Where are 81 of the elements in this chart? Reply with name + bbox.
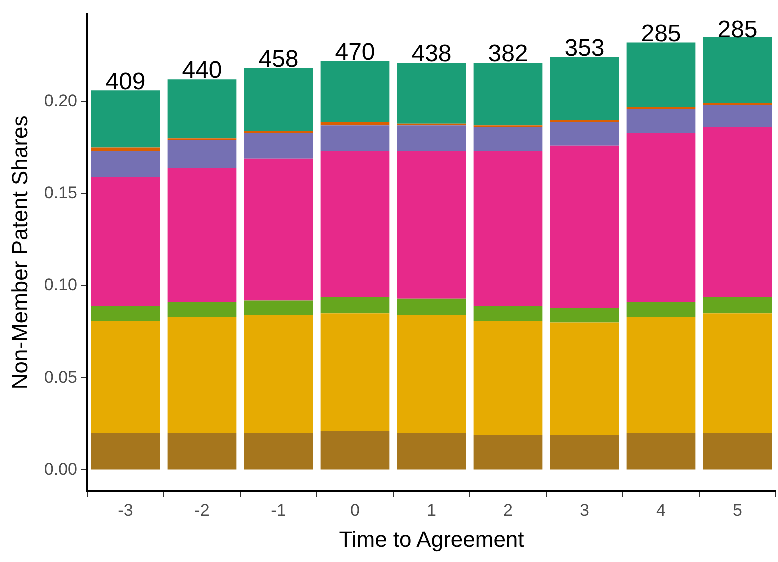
bar bbox=[703, 314, 772, 434]
bar bbox=[168, 80, 237, 139]
bar bbox=[320, 432, 390, 470]
bar bbox=[703, 128, 772, 298]
annotation: 353 bbox=[564, 35, 605, 62]
y-tick-label: 0.10 bbox=[44, 276, 78, 295]
bar bbox=[626, 302, 696, 318]
bar bbox=[703, 297, 772, 314]
bar bbox=[703, 105, 772, 128]
bar bbox=[168, 302, 237, 318]
bar bbox=[474, 435, 543, 470]
x-tick-label: 0 bbox=[350, 501, 360, 520]
bar bbox=[474, 320, 543, 436]
bar bbox=[397, 315, 466, 434]
annotation: 285 bbox=[641, 20, 682, 48]
y-tick-label: 0.00 bbox=[44, 460, 78, 479]
annotation: 409 bbox=[106, 68, 146, 96]
bar bbox=[550, 146, 620, 308]
x-axis-title: Time to Agreement bbox=[339, 526, 524, 552]
bar bbox=[550, 57, 620, 120]
bar bbox=[320, 314, 390, 432]
bar bbox=[91, 90, 160, 148]
bar bbox=[550, 122, 620, 146]
bar bbox=[320, 61, 390, 122]
y-tick-label: 0.20 bbox=[44, 91, 78, 110]
y-axis-title: Non-Member Patent Shares bbox=[7, 116, 32, 390]
bar bbox=[91, 151, 160, 178]
bar bbox=[397, 298, 466, 316]
bar bbox=[474, 128, 543, 152]
bar bbox=[244, 68, 314, 132]
x-tick-label: 5 bbox=[733, 501, 742, 520]
bar bbox=[91, 148, 160, 152]
bar bbox=[244, 133, 314, 159]
bar bbox=[244, 158, 314, 301]
bar bbox=[550, 322, 620, 436]
bar bbox=[397, 63, 466, 124]
x-tick-label: -3 bbox=[118, 501, 134, 520]
annotation: 458 bbox=[258, 46, 299, 74]
x-tick-label: 3 bbox=[580, 501, 590, 520]
bar bbox=[91, 177, 160, 306]
bar bbox=[244, 300, 314, 316]
bar bbox=[474, 63, 543, 126]
y-tick-label: 0.15 bbox=[44, 184, 78, 203]
bar bbox=[320, 297, 390, 314]
bar bbox=[244, 433, 314, 470]
bar bbox=[168, 168, 237, 303]
bar bbox=[91, 320, 160, 434]
bar bbox=[91, 306, 160, 321]
bar bbox=[397, 433, 466, 470]
bar bbox=[397, 126, 466, 152]
bar bbox=[626, 109, 696, 134]
x-tick-label: 1 bbox=[427, 501, 436, 520]
annotation: 470 bbox=[335, 38, 376, 66]
bar bbox=[550, 308, 620, 323]
bar bbox=[168, 433, 237, 470]
bar bbox=[397, 151, 466, 299]
bar bbox=[703, 37, 772, 104]
annotation: 440 bbox=[182, 57, 222, 84]
annotation: 285 bbox=[718, 16, 758, 44]
x-tick-label: -1 bbox=[271, 501, 286, 520]
x-tick-label: 4 bbox=[656, 501, 666, 520]
bar bbox=[474, 151, 543, 306]
bar bbox=[168, 317, 237, 434]
bar bbox=[703, 433, 772, 470]
bar bbox=[320, 126, 390, 152]
annotation: 438 bbox=[412, 40, 452, 68]
bar bbox=[168, 140, 237, 168]
bar bbox=[244, 315, 314, 434]
bar bbox=[626, 433, 696, 470]
bar bbox=[550, 435, 620, 470]
bar bbox=[320, 151, 390, 298]
annotation: 382 bbox=[488, 40, 528, 68]
x-tick-label: 2 bbox=[504, 501, 513, 520]
bar bbox=[626, 317, 696, 434]
bar bbox=[474, 306, 543, 321]
bar bbox=[626, 133, 696, 303]
bar bbox=[91, 433, 160, 470]
bar bbox=[320, 122, 390, 126]
x-tick-label: -2 bbox=[194, 501, 210, 520]
bar bbox=[626, 42, 696, 108]
y-tick-label: 0.05 bbox=[44, 368, 78, 387]
